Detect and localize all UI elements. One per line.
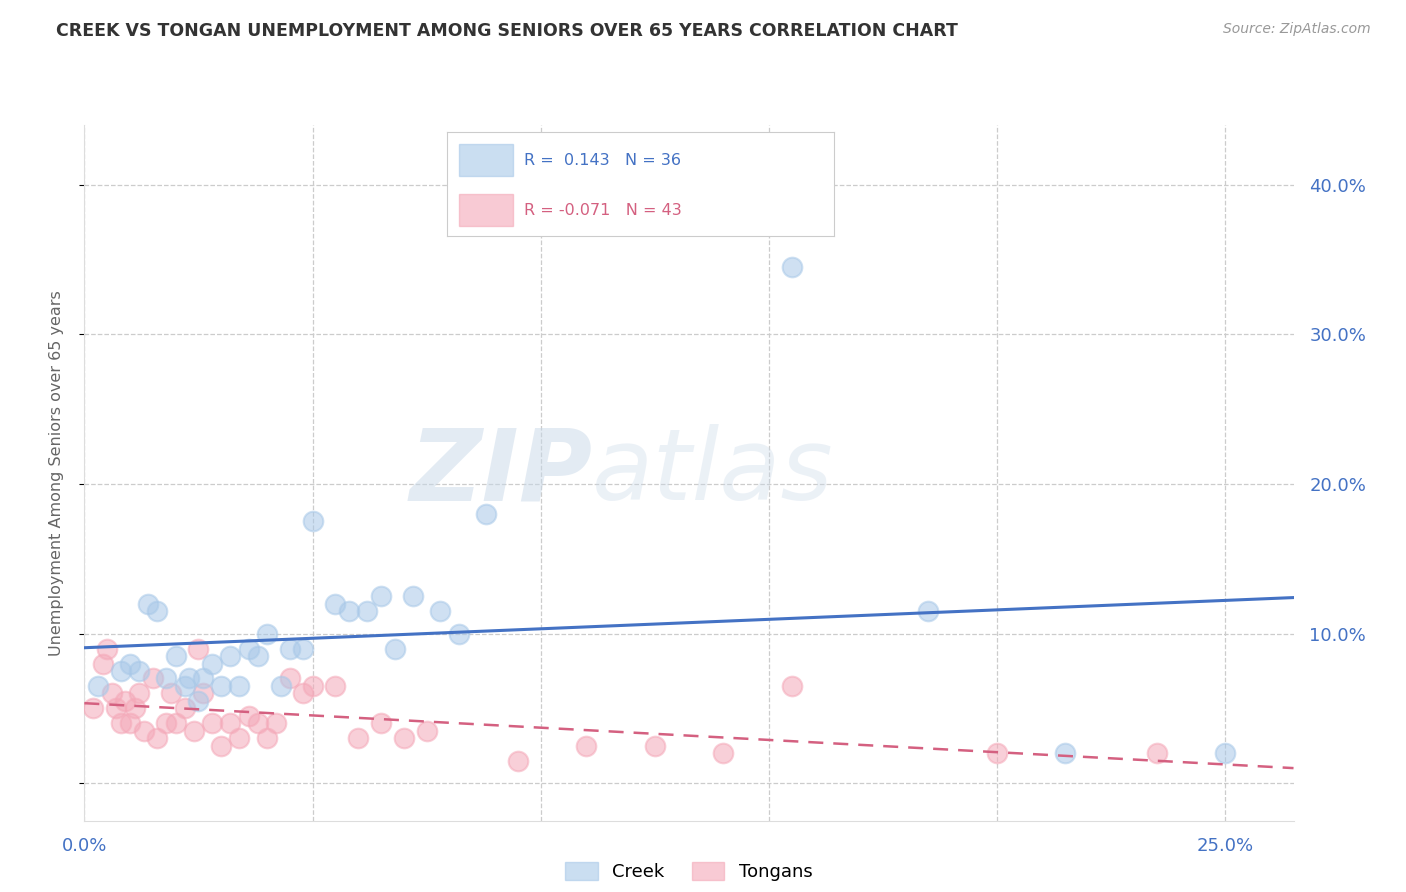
Point: [246, 648, 269, 663]
Point: [384, 641, 406, 656]
Point: [100, 686, 122, 700]
Point: [114, 694, 136, 708]
Point: [986, 747, 1008, 761]
Point: [917, 604, 939, 618]
Point: [132, 723, 155, 738]
Point: [105, 701, 128, 715]
Point: [187, 694, 209, 708]
Point: [146, 604, 169, 618]
Point: [278, 641, 301, 656]
Point: [370, 716, 392, 731]
Point: [264, 716, 287, 731]
Point: [142, 672, 165, 686]
Point: [124, 701, 146, 715]
Point: [575, 739, 598, 753]
Point: [392, 731, 415, 746]
Point: [183, 723, 205, 738]
Point: [136, 597, 159, 611]
Point: [238, 641, 260, 656]
Legend: Creek, Tongans: Creek, Tongans: [558, 855, 820, 888]
Point: [711, 747, 734, 761]
Point: [292, 686, 315, 700]
Point: [278, 672, 301, 686]
Point: [356, 604, 378, 618]
Point: [179, 672, 201, 686]
Text: ZIP: ZIP: [409, 425, 592, 521]
Point: [155, 672, 177, 686]
Point: [429, 604, 451, 618]
Point: [301, 679, 323, 693]
Point: [1054, 747, 1077, 761]
Point: [173, 701, 195, 715]
Point: [1146, 747, 1168, 761]
Point: [347, 731, 370, 746]
Point: [292, 641, 315, 656]
Point: [110, 664, 132, 678]
Point: [209, 739, 232, 753]
Point: [82, 701, 104, 715]
Text: CREEK VS TONGAN UNEMPLOYMENT AMONG SENIORS OVER 65 YEARS CORRELATION CHART: CREEK VS TONGAN UNEMPLOYMENT AMONG SENIO…: [56, 22, 957, 40]
Point: [173, 679, 195, 693]
Point: [187, 641, 209, 656]
Y-axis label: Unemployment Among Seniors over 65 years: Unemployment Among Seniors over 65 years: [49, 290, 63, 656]
Point: [475, 507, 498, 521]
Point: [270, 679, 292, 693]
Point: [228, 679, 250, 693]
Point: [146, 731, 169, 746]
Point: [118, 657, 141, 671]
Point: [256, 731, 278, 746]
Point: [323, 597, 346, 611]
Point: [128, 686, 150, 700]
Point: [110, 716, 132, 731]
Point: [201, 657, 224, 671]
Point: [87, 679, 110, 693]
Point: [128, 664, 150, 678]
Point: [402, 589, 425, 603]
Point: [228, 731, 250, 746]
Point: [91, 657, 114, 671]
Point: [209, 679, 232, 693]
Point: [506, 754, 529, 768]
Point: [191, 672, 214, 686]
Point: [219, 648, 242, 663]
Point: [96, 641, 118, 656]
Point: [256, 626, 278, 640]
Point: [415, 723, 437, 738]
Point: [219, 716, 242, 731]
Point: [370, 589, 392, 603]
Point: [447, 626, 470, 640]
Point: [337, 604, 360, 618]
Point: [644, 739, 666, 753]
Point: [155, 716, 177, 731]
Point: [246, 716, 269, 731]
Point: [191, 686, 214, 700]
Point: [323, 679, 346, 693]
Point: [165, 716, 187, 731]
Point: [165, 648, 187, 663]
Point: [780, 260, 803, 274]
Point: [118, 716, 141, 731]
Point: [201, 716, 224, 731]
Text: atlas: atlas: [592, 425, 834, 521]
Point: [238, 709, 260, 723]
Point: [160, 686, 183, 700]
Point: [1213, 747, 1236, 761]
Point: [780, 679, 803, 693]
Point: [301, 515, 323, 529]
Text: Source: ZipAtlas.com: Source: ZipAtlas.com: [1223, 22, 1371, 37]
